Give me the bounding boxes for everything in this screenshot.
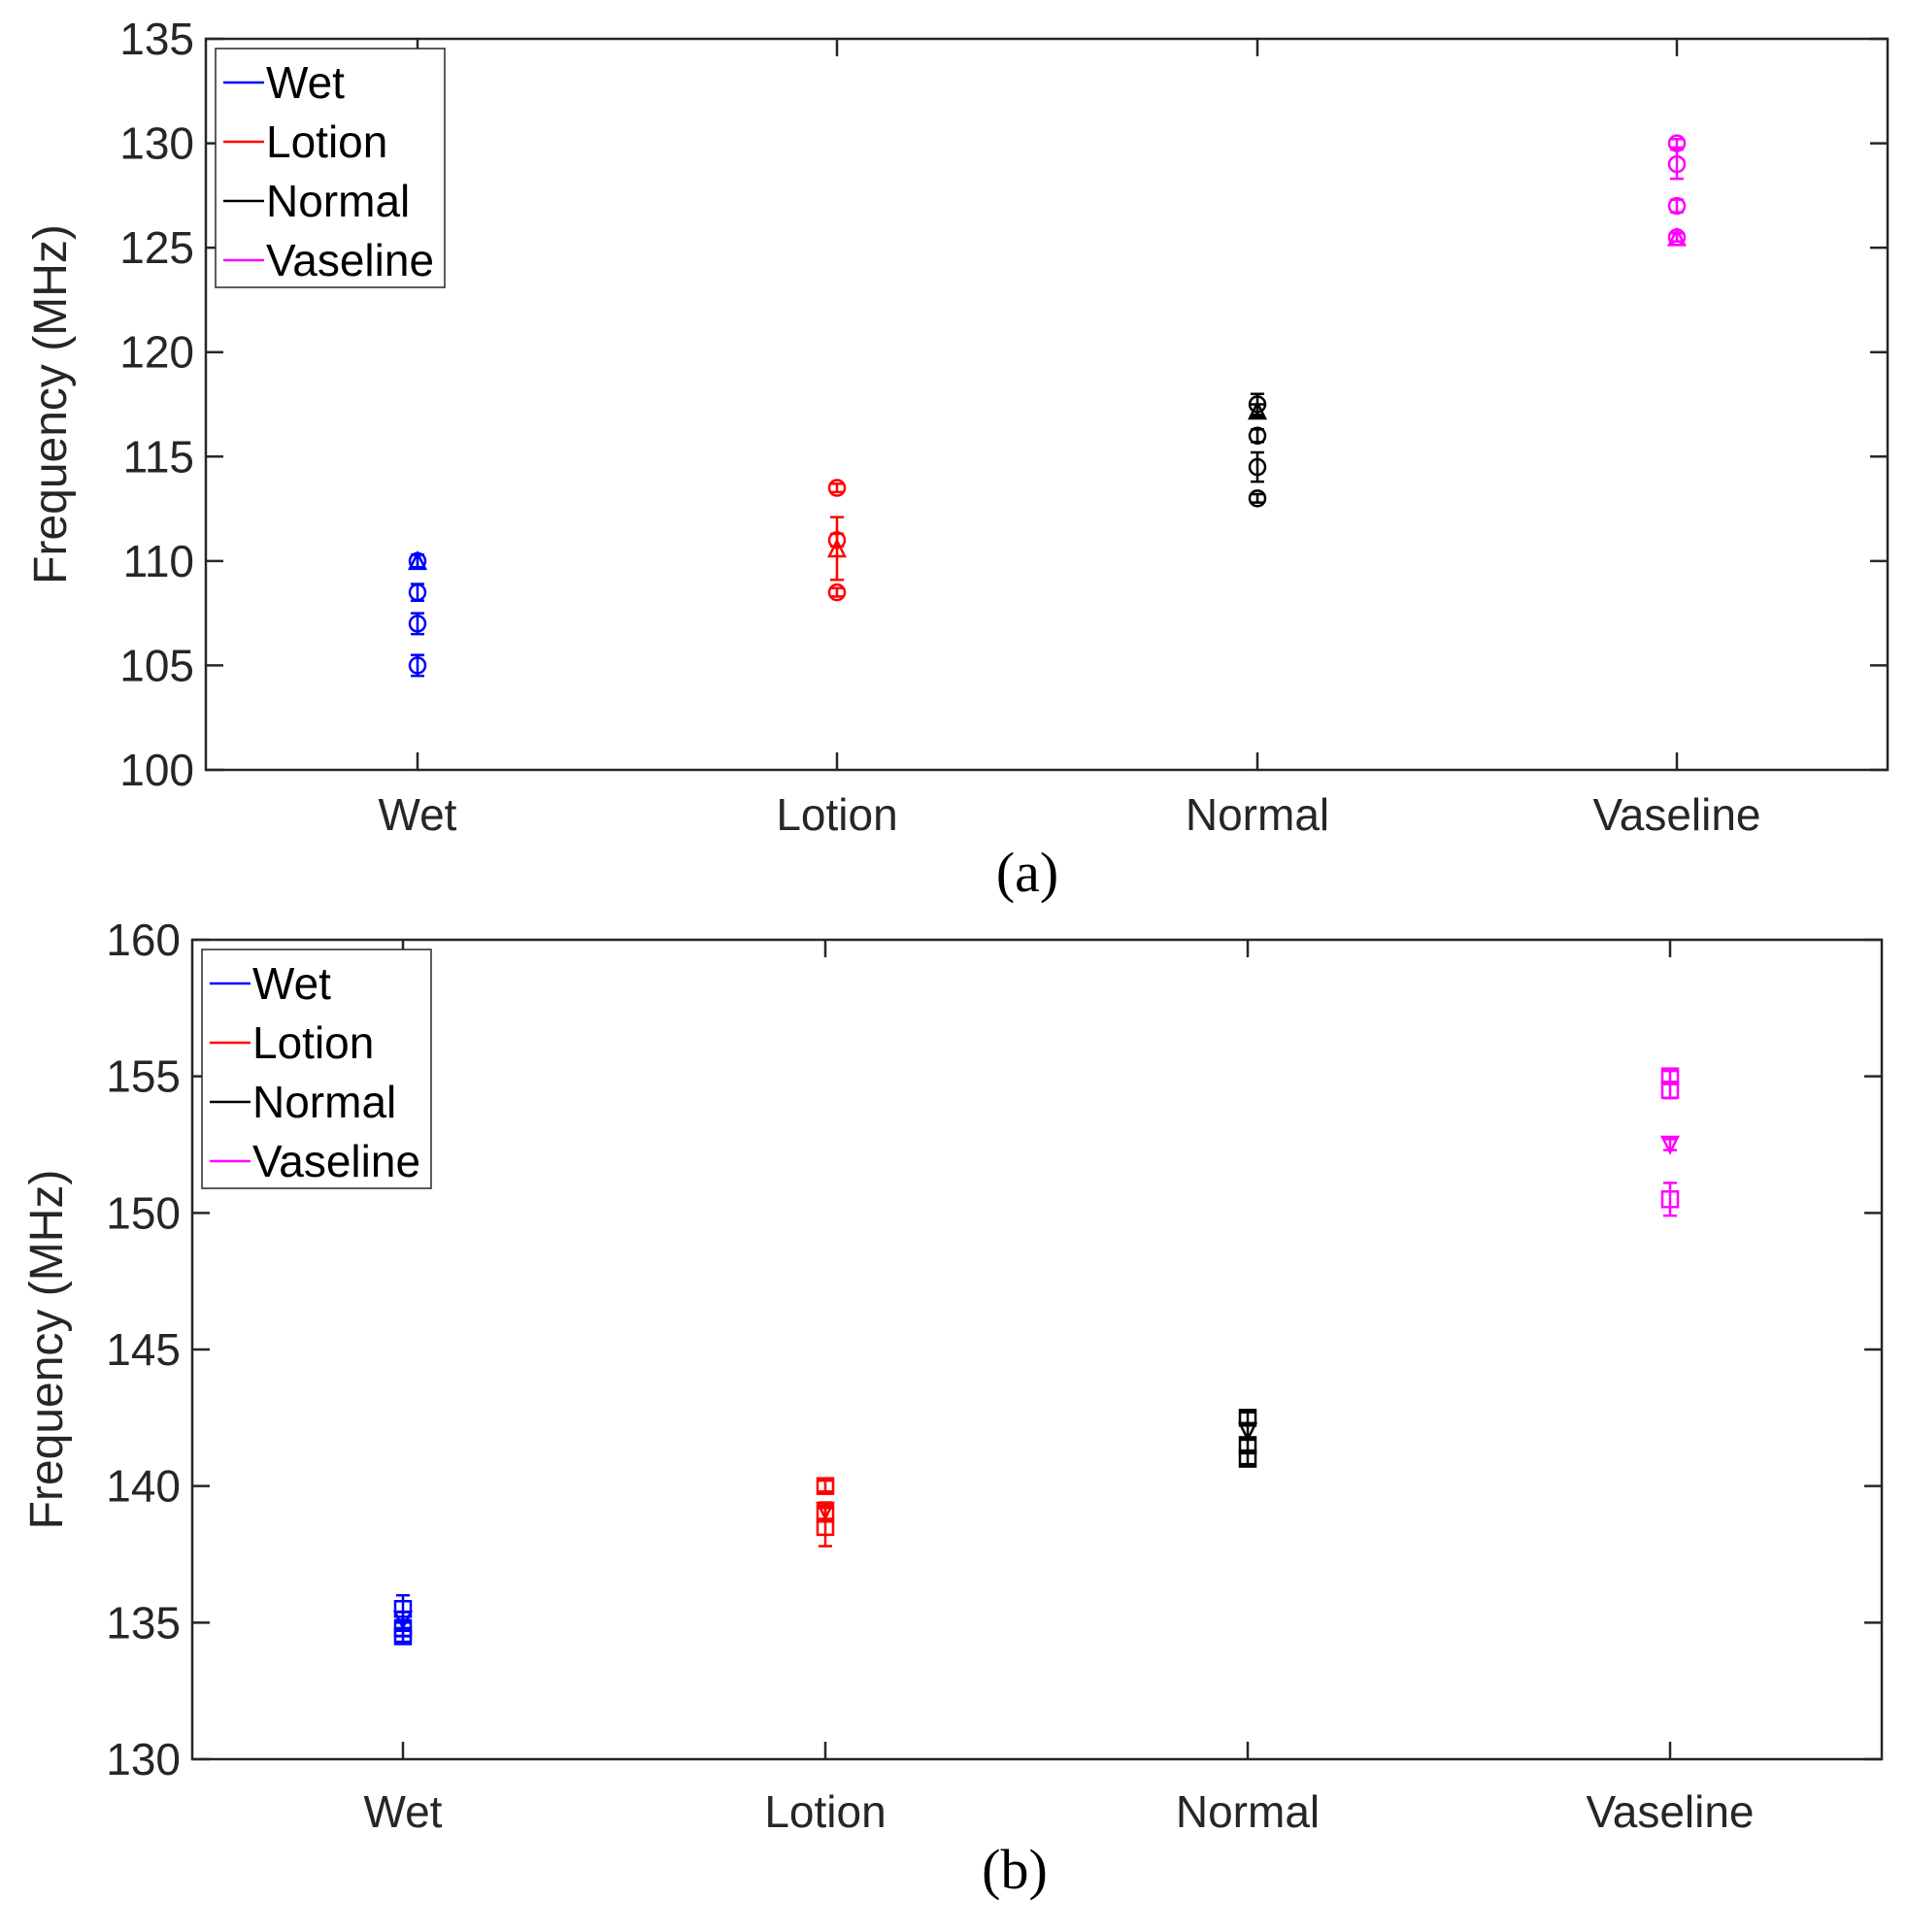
data-point-wet	[408, 551, 427, 571]
marker-triangle-down	[1659, 1135, 1681, 1155]
marker-square	[393, 1627, 413, 1646]
x-tick-label-lotion: Lotion	[764, 1786, 886, 1837]
data-point-normal	[1248, 450, 1267, 483]
x-tick-label-vaseline: Vaseline	[1586, 1786, 1754, 1837]
y-tick-label: 135	[119, 14, 194, 64]
data-point-lotion	[816, 1477, 835, 1495]
x-tick-label-lotion: Lotion	[776, 789, 897, 840]
legend-label-lotion: Lotion	[266, 117, 387, 167]
marker-square	[1660, 1081, 1680, 1099]
marker-circle	[1248, 426, 1267, 446]
marker-square	[1660, 1190, 1680, 1209]
marker-square	[816, 1517, 835, 1537]
y-axis-label: Frequency (MHz)	[21, 1170, 73, 1530]
y-axis-label: Frequency (MHz)	[25, 224, 77, 584]
marker-circle	[408, 551, 427, 571]
marker-circle	[1248, 457, 1267, 477]
y-tick-label: 130	[106, 1734, 181, 1784]
y-tick-label: 150	[106, 1187, 181, 1238]
data-point-wet	[408, 653, 427, 678]
marker-square	[816, 1477, 835, 1495]
panel-b: 130 135 140 145 150 155 160 Wet Lotion Normal Vase…	[21, 915, 1884, 1901]
marker-circle	[408, 583, 427, 602]
legend-label-vaseline: Vaseline	[266, 235, 434, 285]
y-tick-label: 155	[106, 1051, 181, 1102]
legend-label-normal: Normal	[252, 1077, 396, 1127]
x-tick-label-vaseline: Vaseline	[1592, 789, 1760, 840]
data-point-lotion	[826, 516, 848, 582]
marker-triangle-up	[1247, 400, 1268, 420]
data-point-lotion	[827, 479, 847, 497]
legend-label-normal: Normal	[266, 176, 410, 226]
data-point-lotion	[827, 583, 847, 602]
marker-circle	[408, 656, 427, 675]
x-tick-label-wet: Wet	[364, 1786, 443, 1837]
data-point-wet	[393, 1627, 413, 1646]
y-tick-label: 110	[123, 536, 194, 586]
marker-circle	[1248, 489, 1267, 508]
legend-box	[215, 48, 446, 288]
data-point-normal	[1247, 400, 1268, 420]
legend-box	[201, 949, 432, 1189]
y-tick-label: 105	[119, 640, 194, 690]
y-tick-label: 130	[119, 118, 194, 169]
marker-square	[1238, 1449, 1257, 1468]
panel-a: 100 105 110 115 120 125 130 135 Wet Lotion Normal V…	[25, 14, 1890, 904]
marker-circle	[1667, 154, 1687, 174]
y-tick-label: 125	[119, 222, 194, 273]
y-tick-label: 120	[119, 327, 194, 378]
data-point-wet	[408, 583, 427, 602]
legend-label-wet: Wet	[252, 958, 331, 1009]
legend: Wet Lotion Normal Vaseline	[215, 48, 446, 288]
marker-triangle-down	[1237, 1422, 1258, 1443]
x-tick-label-normal: Normal	[1186, 789, 1329, 840]
panel-label: (b)	[982, 1838, 1048, 1901]
marker-circle	[827, 479, 847, 497]
legend-label-vaseline: Vaseline	[252, 1136, 420, 1186]
data-point-vaseline	[1667, 148, 1687, 181]
legend-label-lotion: Lotion	[252, 1017, 374, 1068]
y-tick-label: 145	[106, 1324, 181, 1375]
legend: Wet Lotion Normal Vaseline	[201, 949, 432, 1189]
data-point-vaseline	[1660, 1081, 1680, 1100]
data-point-vaseline	[1659, 1135, 1681, 1155]
data-point-wet	[408, 612, 427, 636]
plot-area	[204, 37, 1890, 772]
y-tick-label: 140	[106, 1461, 181, 1512]
plot-area	[190, 938, 1884, 1761]
data-point-vaseline	[1667, 196, 1687, 216]
data-point-vaseline	[1667, 228, 1687, 247]
marker-circle	[408, 615, 427, 633]
legend-label-wet: Wet	[266, 57, 345, 108]
marker-circle	[1667, 196, 1687, 216]
data-point-vaseline	[1660, 1182, 1680, 1217]
data-point-vaseline	[1667, 134, 1687, 152]
x-tick-label-normal: Normal	[1176, 1786, 1320, 1837]
marker-circle	[1667, 228, 1687, 247]
y-tick-label: 100	[119, 745, 194, 795]
data-point-normal	[1238, 1449, 1257, 1468]
marker-triangle-down	[815, 1501, 836, 1521]
marker-triangle-up	[826, 538, 848, 558]
panel-label: (a)	[996, 841, 1058, 904]
marker-circle	[827, 583, 847, 602]
y-tick-label: 160	[106, 915, 181, 965]
data-point-normal	[1248, 426, 1267, 446]
data-point-normal	[1248, 489, 1267, 508]
y-tick-label: 115	[123, 431, 194, 482]
data-point-lotion	[816, 1506, 835, 1548]
x-tick-label-wet: Wet	[379, 789, 457, 840]
y-tick-label: 135	[106, 1597, 181, 1648]
